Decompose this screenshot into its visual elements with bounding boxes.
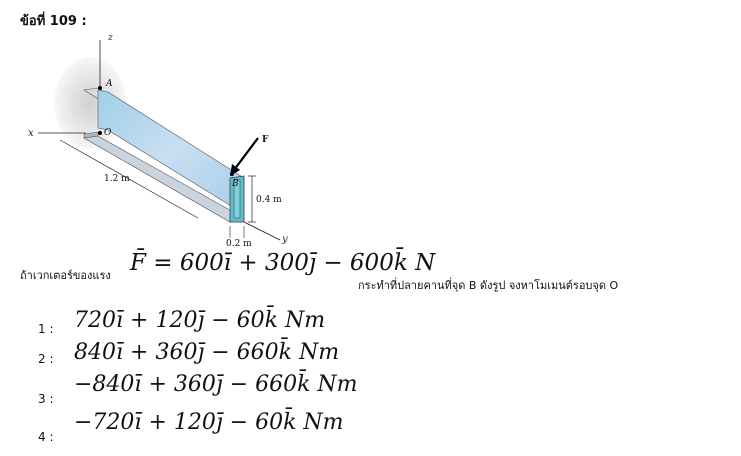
force-arrow bbox=[233, 137, 259, 171]
x-label: x bbox=[28, 128, 34, 139]
dim-length-line bbox=[59, 139, 199, 219]
y-label: y bbox=[281, 234, 288, 245]
dim-length-label: 1.2 m bbox=[104, 174, 130, 184]
y-axis bbox=[243, 221, 281, 241]
force-equation: F̄ = 600ī + 300j̄ − 600k̄ N bbox=[130, 250, 436, 276]
point-a bbox=[98, 86, 102, 90]
point-o bbox=[98, 131, 102, 135]
question-tail-text: กระทำที่ปลายคานที่จุด B ดังรูป จงหาโมเมน… bbox=[358, 279, 619, 292]
label-f: F bbox=[262, 135, 269, 145]
option-2-answer[interactable]: 840ī + 360j̄ − 660k̄ Nm bbox=[74, 340, 340, 365]
beam-end-web bbox=[233, 179, 241, 219]
beam-figure: z x A O 1.2 m 0.4 m 0.2 m y F B bbox=[28, 33, 288, 249]
question-number: ข้อที่ 109 : bbox=[20, 14, 87, 29]
option-3-number: 3 : bbox=[38, 392, 54, 406]
option-4-number: 4 : bbox=[38, 430, 54, 444]
beam-bottom-edge bbox=[83, 131, 99, 139]
option-4-answer[interactable]: −720ī + 120j̄ − 60k̄ Nm bbox=[74, 410, 344, 435]
option-1-number: 1 : bbox=[38, 322, 54, 336]
label-b: B bbox=[231, 179, 239, 189]
point-b bbox=[230, 172, 234, 176]
label-o: O bbox=[104, 128, 112, 138]
z-label: z bbox=[107, 33, 113, 43]
dim-width-label: 0.2 m bbox=[226, 239, 252, 249]
option-1-answer[interactable]: 720ī + 120j̄ − 60k̄ Nm bbox=[74, 308, 326, 333]
dim-height-label: 0.4 m bbox=[256, 195, 282, 205]
question-lead-text: ถ้าเวกเตอร์ของแรง bbox=[20, 269, 111, 282]
option-2-number: 2 : bbox=[38, 352, 54, 366]
option-3-answer[interactable]: −840ī + 360j̄ − 660k̄ Nm bbox=[74, 372, 358, 397]
label-a: A bbox=[105, 79, 113, 89]
